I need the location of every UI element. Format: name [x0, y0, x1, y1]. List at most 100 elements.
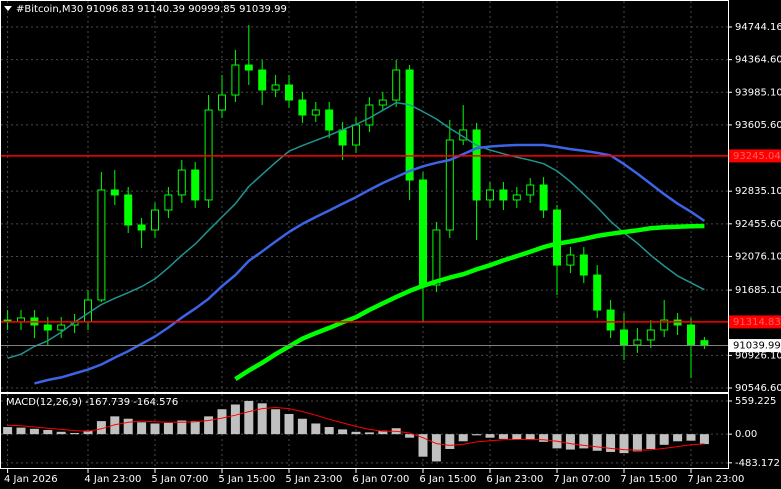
chart-title: #Bitcoin,M30 91096.83 91140.39 90999.85 …	[16, 4, 287, 15]
macd-bar	[311, 423, 321, 435]
bid-label: 91039.99	[733, 341, 781, 352]
macd-bar	[177, 420, 187, 435]
candle-body	[700, 340, 709, 347]
macd-bar	[364, 432, 374, 435]
macd-bar	[405, 434, 415, 438]
bid-label-box	[729, 339, 781, 353]
macd-bar	[217, 409, 227, 435]
macd-title: MACD(12,26,9) -167.739 -164.576	[6, 397, 178, 408]
x-tick-label: 5 Jan 23:00	[285, 474, 342, 485]
y-tick-label: 0.00	[735, 429, 757, 440]
macd-bar	[606, 434, 616, 452]
x-tick-label: 7 Jan 07:00	[553, 474, 610, 485]
macd-name: MACD(12,26,9)	[6, 397, 82, 408]
macd-frame	[0, 393, 729, 469]
x-tick-label: 7 Jan 23:00	[687, 474, 744, 485]
candle-body	[244, 64, 253, 71]
x-tick-label: 6 Jan 23:00	[486, 474, 543, 485]
macd-bar	[512, 434, 522, 440]
macd-bar	[539, 434, 549, 442]
signal-value: -164.576	[133, 397, 178, 408]
candle-body	[620, 329, 628, 346]
level-label: 91314.83	[733, 317, 781, 328]
macd-bar	[150, 423, 160, 435]
macd-bar	[29, 428, 39, 435]
y-tick-label: 93605.60	[735, 120, 781, 131]
macd-bar	[257, 403, 267, 435]
macd-bar	[43, 430, 53, 435]
candle-body	[419, 179, 427, 286]
macd-bar	[699, 434, 709, 445]
y-tick-label: 559.225	[735, 396, 776, 407]
macd-bar	[190, 421, 200, 435]
macd-bar	[673, 434, 683, 442]
candle-body	[539, 184, 548, 211]
candle-body	[325, 109, 334, 131]
macd-bar	[163, 422, 173, 435]
macd-bar	[646, 434, 656, 449]
macd-bar	[297, 418, 307, 435]
candle-body	[606, 309, 615, 331]
symbol: #Bitcoin,M30	[16, 4, 83, 15]
macd-bar	[3, 427, 13, 435]
macd-bar	[431, 434, 441, 462]
moving-average	[234, 223, 705, 381]
macd-bar	[445, 434, 455, 449]
candle-body	[579, 254, 588, 276]
candle-body	[177, 169, 186, 196]
candle-body	[432, 229, 441, 286]
menu-arrow[interactable]	[4, 6, 12, 11]
open-value: 91096.83	[86, 4, 134, 15]
macd-bar	[458, 434, 468, 442]
macd-bar	[351, 431, 361, 435]
candle-body	[660, 319, 669, 331]
candle-body	[164, 194, 173, 211]
y-tick-label: 93985.10	[735, 87, 781, 98]
x-tick-label: 6 Jan 15:00	[419, 474, 476, 485]
candle-body	[151, 209, 159, 231]
candle-body	[633, 339, 642, 346]
macd-bar	[83, 430, 93, 435]
x-tick-label: 6 Jan 07:00	[352, 474, 409, 485]
candle-body	[271, 84, 280, 91]
macd-bar	[271, 409, 281, 435]
candle-body	[311, 109, 320, 116]
candle-body	[124, 194, 133, 226]
candle-body	[365, 104, 374, 126]
candle-body	[512, 194, 521, 201]
candle-body	[486, 189, 494, 201]
main-frame	[0, 0, 729, 393]
macd-bar	[110, 416, 120, 435]
macd-bar	[204, 416, 214, 435]
candle-body	[231, 64, 240, 96]
macd-bar	[123, 418, 133, 435]
candle-body	[285, 84, 293, 101]
candle-body	[646, 329, 655, 341]
macd-bar	[96, 421, 106, 435]
macd-bar	[565, 434, 575, 450]
candle-body	[137, 224, 146, 231]
macd-bar	[472, 434, 482, 436]
x-tick-label: 4 Jan 2026	[4, 474, 58, 485]
x-tick-label: 5 Jan 15:00	[218, 474, 275, 485]
y-tick-label: 92455.60	[735, 219, 781, 230]
macd-bar	[378, 430, 388, 435]
x-tick-label: 4 Jan 23:00	[84, 474, 141, 485]
candle-body	[472, 129, 481, 201]
candle-body	[204, 109, 213, 201]
candle-body	[392, 69, 401, 101]
candle-body	[378, 99, 387, 106]
y-tick-label: 90926.10	[735, 350, 781, 361]
y-tick-label: 91685.10	[735, 285, 781, 296]
candle-body	[687, 324, 695, 346]
level-label-box	[729, 149, 781, 163]
y-tick-label: 90546.60	[735, 383, 781, 394]
macd-bar	[338, 429, 348, 435]
candle-body	[499, 189, 508, 201]
signal-line	[7, 406, 705, 451]
candle-body	[553, 209, 561, 266]
y-tick-label: 92835.10	[735, 186, 781, 197]
macd-bar	[525, 434, 535, 441]
